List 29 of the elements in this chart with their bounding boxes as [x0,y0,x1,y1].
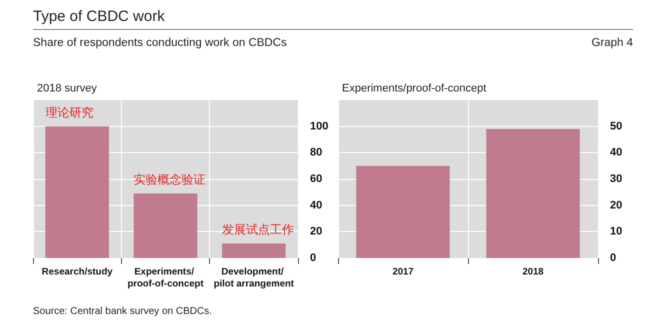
y-tick-label: 0 [310,252,316,264]
y-tick-label: 20 [310,226,322,238]
y-tick-label: 40 [310,199,322,212]
source-note: Source: Central bank survey on CBDCs. [33,306,212,317]
annotation: 实验概念验证 [134,172,206,186]
text: Type of CBDC work [33,8,165,25]
y-tick-label: 50 [610,120,622,132]
x-tick-label: Development/ pilot arrangement [214,266,295,290]
x-tick-label: Research/study [42,266,114,278]
bar [222,244,286,258]
y-tick-label: 40 [610,146,622,159]
chart-title: Experiments/proof-of-concept [342,82,486,94]
y-tick-label: 10 [610,226,622,238]
bar [134,193,198,258]
x-tick-label: Experiments/ proof-of-concept [128,266,204,290]
annotation: 发展试点工作 [222,222,294,237]
annotation: 理论研究 [45,105,94,120]
y-tick-label: 80 [310,146,322,159]
y-tick-label: 20 [610,199,622,212]
y-tick-label: 100 [310,120,328,132]
text: Share of respondents conducting work on CBDCs [33,37,287,49]
y-tick-label: 0 [610,252,616,264]
caption: Graph 4 [591,37,633,49]
y-tick-label: 60 [310,173,322,185]
chart-title: 2018 survey [37,82,98,94]
x-tick-label: 2018 [522,266,544,278]
bar [45,126,109,258]
y-tick-label: 30 [610,173,622,185]
x-tick-label: 2017 [392,266,414,278]
